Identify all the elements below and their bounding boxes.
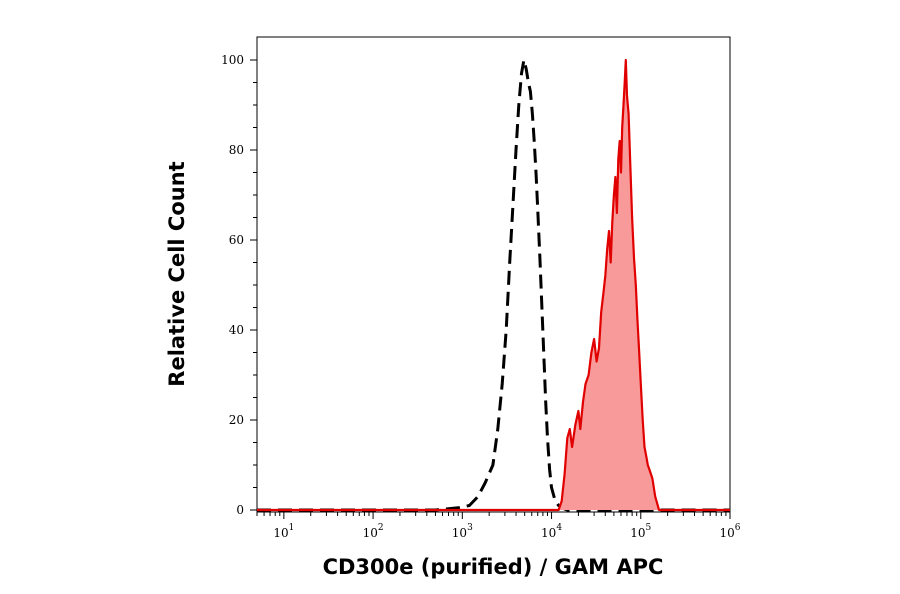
y-axis: 0 20 40 60 80 100: [221, 53, 257, 517]
x-tick-label: 103: [452, 523, 473, 540]
histogram-line-1: [257, 58, 730, 512]
x-tick-label: 101: [273, 523, 294, 540]
x-axis: 101 102 103 104 105 106: [256, 512, 741, 540]
x-tick-label: 104: [541, 523, 562, 540]
x-axis-title: CD300e (purified) / GAM APC: [323, 555, 664, 579]
histogram-line-0: [257, 58, 730, 512]
y-axis-title: Relative Cell Count: [165, 161, 189, 386]
x-tick-label: 106: [719, 523, 740, 540]
y-tick-label: 20: [229, 413, 244, 427]
y-tick-label: 40: [229, 323, 244, 337]
y-tick-label: 80: [229, 143, 244, 157]
x-tick-label: 102: [363, 523, 384, 540]
y-tick-label: 0: [236, 503, 244, 517]
plot-frame: [256, 36, 731, 513]
y-tick-label: 100: [221, 53, 244, 67]
histogram-fill-1: [257, 60, 730, 510]
x-tick-label: 105: [630, 523, 651, 540]
series-layer: [257, 58, 730, 512]
y-tick-label: 60: [229, 233, 244, 247]
